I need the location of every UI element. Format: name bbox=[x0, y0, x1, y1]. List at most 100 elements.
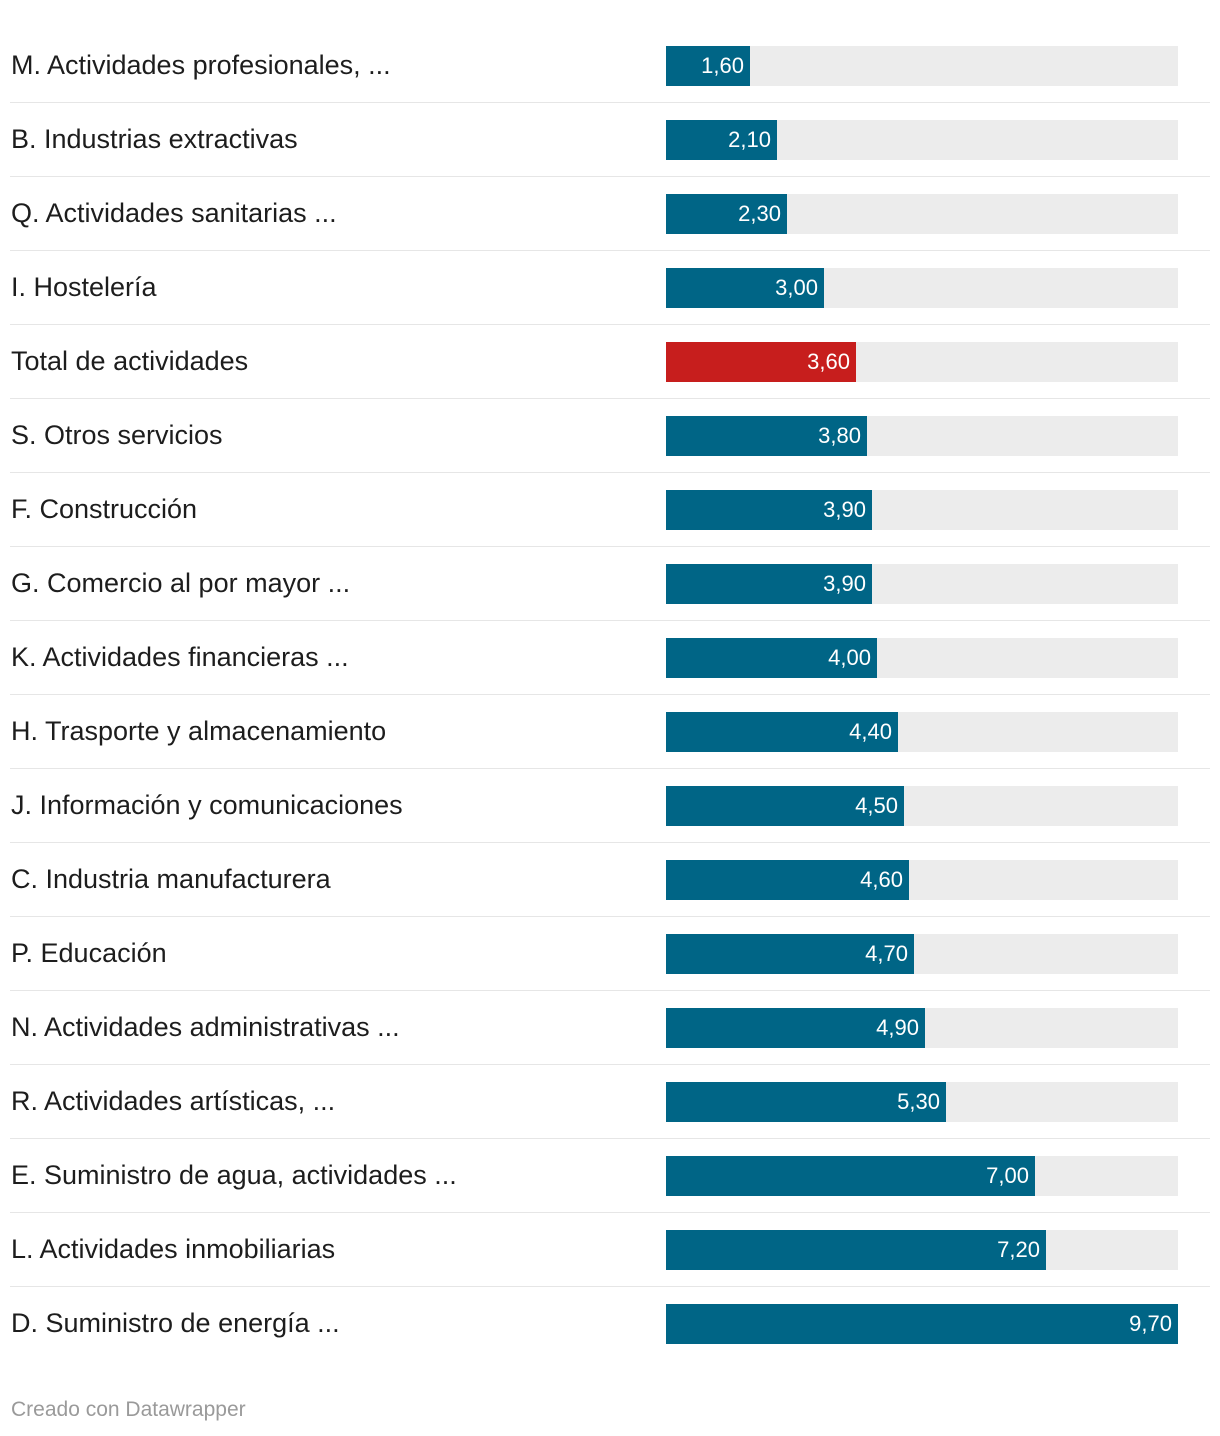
bar bbox=[666, 1230, 1046, 1270]
value-label: 1,60 bbox=[701, 53, 744, 78]
bar-track: 4,50 bbox=[666, 786, 1178, 826]
value-label: 3,90 bbox=[823, 571, 866, 596]
category-label: H. Trasporte y almacenamiento bbox=[11, 716, 387, 746]
bar-track: 1,60 bbox=[666, 46, 1178, 86]
value-label: 4,70 bbox=[865, 941, 908, 966]
bar bbox=[666, 1082, 946, 1122]
bar-track: 2,10 bbox=[666, 120, 1178, 160]
bar-track: 4,00 bbox=[666, 638, 1178, 678]
chart-row: D. Suministro de energía ... 9,70 bbox=[0, 1287, 1220, 1361]
row-divider bbox=[10, 546, 1210, 547]
value-label: 4,40 bbox=[849, 719, 892, 744]
category-label: I. Hostelería bbox=[11, 272, 157, 302]
bar bbox=[666, 268, 824, 308]
bar-track: 5,30 bbox=[666, 1082, 1178, 1122]
bar bbox=[666, 860, 909, 900]
bar bbox=[666, 564, 872, 604]
row-divider bbox=[10, 1212, 1210, 1213]
bar-track: 7,00 bbox=[666, 1156, 1178, 1196]
chart-row: B. Industrias extractivas 2,10 bbox=[0, 103, 1220, 177]
category-label: N. Actividades administrativas ... bbox=[11, 1012, 400, 1042]
value-label: 4,90 bbox=[876, 1015, 919, 1040]
chart-row: Q. Actividades sanitarias ... 2,30 bbox=[0, 177, 1220, 251]
category-label: M. Actividades profesionales, ... bbox=[11, 50, 391, 80]
bar-track: 3,60 bbox=[666, 342, 1178, 382]
bar bbox=[666, 416, 867, 456]
row-divider bbox=[10, 398, 1210, 399]
category-label: J. Información y comunicaciones bbox=[11, 790, 403, 820]
row-divider bbox=[10, 1138, 1210, 1139]
value-label: 3,90 bbox=[823, 497, 866, 522]
row-divider bbox=[10, 620, 1210, 621]
row-divider bbox=[10, 102, 1210, 103]
chart-row: J. Información y comunicaciones 4,50 bbox=[0, 769, 1220, 843]
value-label: 4,50 bbox=[855, 793, 898, 818]
category-label: D. Suministro de energía ... bbox=[11, 1308, 340, 1338]
bar-track: 7,20 bbox=[666, 1230, 1178, 1270]
row-divider bbox=[10, 990, 1210, 991]
chart-row: N. Actividades administrativas ... 4,90 bbox=[0, 991, 1220, 1065]
chart-row: G. Comercio al por mayor ... 3,90 bbox=[0, 547, 1220, 621]
bar bbox=[666, 490, 872, 530]
bar-track: 4,90 bbox=[666, 1008, 1178, 1048]
bar bbox=[666, 1304, 1178, 1344]
category-label: Q. Actividades sanitarias ... bbox=[11, 198, 337, 228]
row-divider bbox=[10, 694, 1210, 695]
bar-track: 4,40 bbox=[666, 712, 1178, 752]
value-label: 7,20 bbox=[997, 1237, 1040, 1262]
category-label: L. Actividades inmobiliarias bbox=[11, 1234, 336, 1264]
row-divider bbox=[10, 916, 1210, 917]
chart-row: M. Actividades profesionales, ... 1,60 bbox=[0, 29, 1220, 103]
value-label: 2,10 bbox=[728, 127, 771, 152]
bar-track: 3,00 bbox=[666, 268, 1178, 308]
chart-row: K. Actividades financieras ... 4,00 bbox=[0, 621, 1220, 695]
row-divider bbox=[10, 250, 1210, 251]
bar bbox=[666, 120, 777, 160]
bar bbox=[666, 786, 904, 826]
value-label: 2,30 bbox=[738, 201, 781, 226]
category-label: B. Industrias extractivas bbox=[11, 124, 298, 154]
row-divider bbox=[10, 472, 1210, 473]
row-divider bbox=[10, 768, 1210, 769]
category-label: P. Educación bbox=[11, 938, 167, 968]
bar-track: 4,70 bbox=[666, 934, 1178, 974]
bar-track: 2,30 bbox=[666, 194, 1178, 234]
bar bbox=[666, 194, 787, 234]
chart-row: R. Actividades artísticas, ... 5,30 bbox=[0, 1065, 1220, 1139]
bar-highlight bbox=[666, 342, 856, 382]
value-label: 5,30 bbox=[897, 1089, 940, 1114]
bar bbox=[666, 712, 898, 752]
category-label: R. Actividades artísticas, ... bbox=[11, 1086, 336, 1116]
chart-row: E. Suministro de agua, actividades ... 7,… bbox=[0, 1139, 1220, 1213]
chart-row: H. Trasporte y almacenamiento 4,40 bbox=[0, 695, 1220, 769]
category-label: S. Otros servicios bbox=[11, 420, 223, 450]
bar-track: 3,90 bbox=[666, 564, 1178, 604]
row-divider bbox=[10, 176, 1210, 177]
value-label: 3,80 bbox=[818, 423, 861, 448]
row-divider bbox=[10, 324, 1210, 325]
chart-row: L. Actividades inmobiliarias 7,20 bbox=[0, 1213, 1220, 1287]
value-label: 7,00 bbox=[986, 1163, 1029, 1188]
category-label: F. Construcción bbox=[11, 494, 198, 524]
row-divider bbox=[10, 1064, 1210, 1065]
bar-track: 9,70 bbox=[666, 1304, 1178, 1344]
value-label: 3,60 bbox=[807, 349, 850, 374]
bar-track: 3,90 bbox=[666, 490, 1178, 530]
bar bbox=[666, 1156, 1035, 1196]
category-label: E. Suministro de agua, actividades ... bbox=[11, 1160, 457, 1190]
chart-row: S. Otros servicios 3,80 bbox=[0, 399, 1220, 473]
category-label: C. Industria manufacturera bbox=[11, 864, 331, 894]
category-label: G. Comercio al por mayor ... bbox=[11, 568, 351, 598]
bar bbox=[666, 1008, 925, 1048]
bar bbox=[666, 46, 750, 86]
chart-row: F. Construcción 3,90 bbox=[0, 473, 1220, 547]
value-label: 4,60 bbox=[860, 867, 903, 892]
chart-row: C. Industria manufacturera 4,60 bbox=[0, 843, 1220, 917]
category-label: K. Actividades financieras ... bbox=[11, 642, 349, 672]
bar bbox=[666, 638, 877, 678]
bar-chart: M. Actividades profesionales, ... 1,60 B. … bbox=[0, 29, 1220, 1361]
credit-text: Creado con Datawrapper bbox=[11, 1398, 246, 1421]
row-divider bbox=[10, 842, 1210, 843]
category-label: Total de actividades bbox=[11, 346, 249, 376]
chart-row: Total de actividades 3,60 bbox=[0, 325, 1220, 399]
